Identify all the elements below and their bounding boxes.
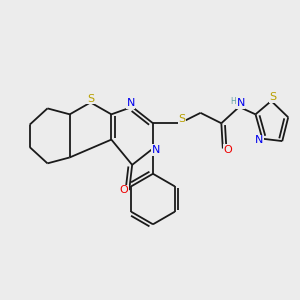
Text: N: N (127, 98, 135, 108)
Text: N: N (152, 145, 160, 155)
Text: S: S (87, 94, 94, 104)
Text: O: O (224, 145, 233, 155)
Text: H: H (230, 97, 236, 106)
Text: S: S (269, 92, 276, 102)
Text: S: S (178, 114, 186, 124)
Text: O: O (119, 185, 128, 195)
Text: N: N (236, 98, 245, 108)
Text: N: N (255, 135, 264, 145)
